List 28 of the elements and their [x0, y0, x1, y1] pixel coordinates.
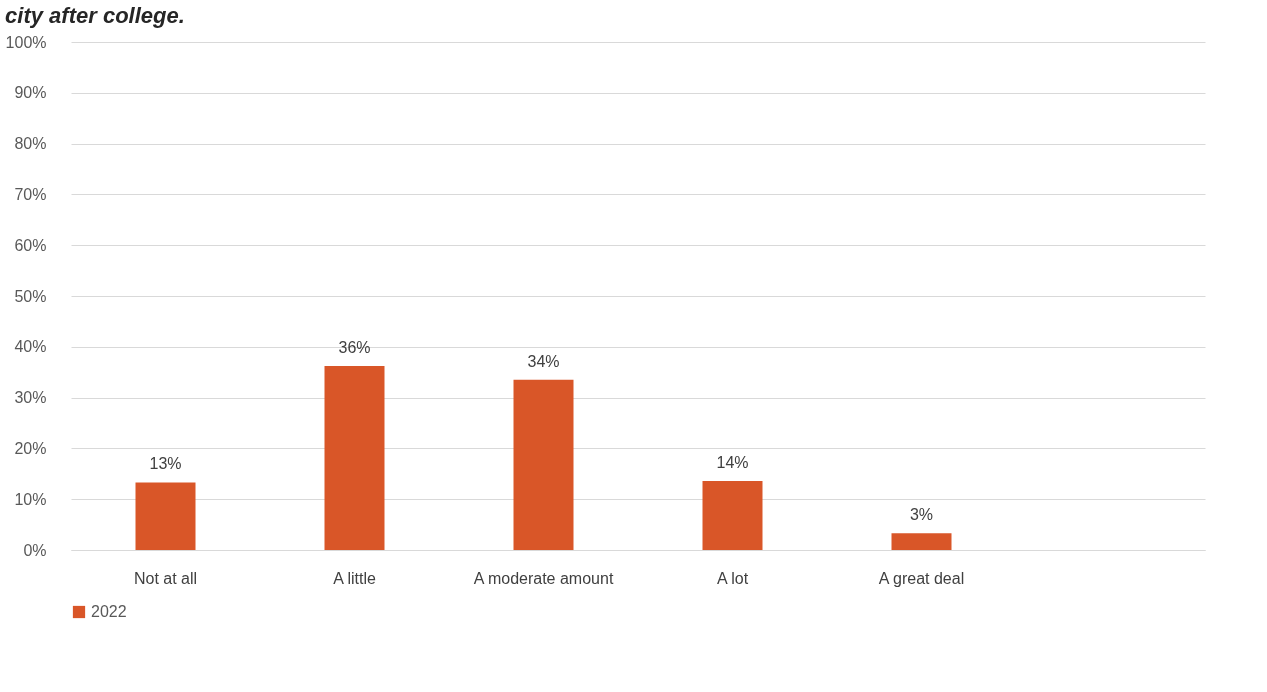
y-tick-label: 50% [14, 287, 47, 305]
y-tick-label: 0% [23, 541, 47, 559]
y-tick-label: 60% [14, 236, 47, 254]
bar [324, 366, 385, 550]
y-tick-label: 100% [5, 33, 47, 51]
bar [891, 533, 952, 550]
y-tick-label: 40% [14, 338, 47, 356]
x-tick-label: A lot [716, 569, 749, 587]
data-label: 3% [909, 506, 934, 524]
y-tick-label: 70% [14, 185, 47, 203]
data-label: 34% [527, 352, 560, 370]
y-tick-label: 20% [14, 439, 47, 457]
data-label: 36% [338, 339, 371, 357]
x-tick-label: A moderate amount [473, 569, 614, 587]
x-tick-label: A little [333, 569, 376, 587]
data-label: 14% [716, 453, 749, 471]
y-tick-label: 10% [14, 490, 47, 508]
y-tick-label: 90% [14, 84, 47, 102]
bar [513, 379, 574, 550]
x-tick-label: A great deal [878, 569, 965, 587]
bar [702, 480, 763, 550]
bar [135, 482, 196, 550]
data-label: 13% [149, 455, 182, 473]
x-tick-label: Not at all [133, 569, 198, 587]
legend-label: 2022 [91, 603, 127, 620]
y-tick-label: 30% [14, 389, 47, 407]
y-tick-label: 80% [14, 135, 47, 153]
chart-title: city after college. [5, 3, 185, 28]
